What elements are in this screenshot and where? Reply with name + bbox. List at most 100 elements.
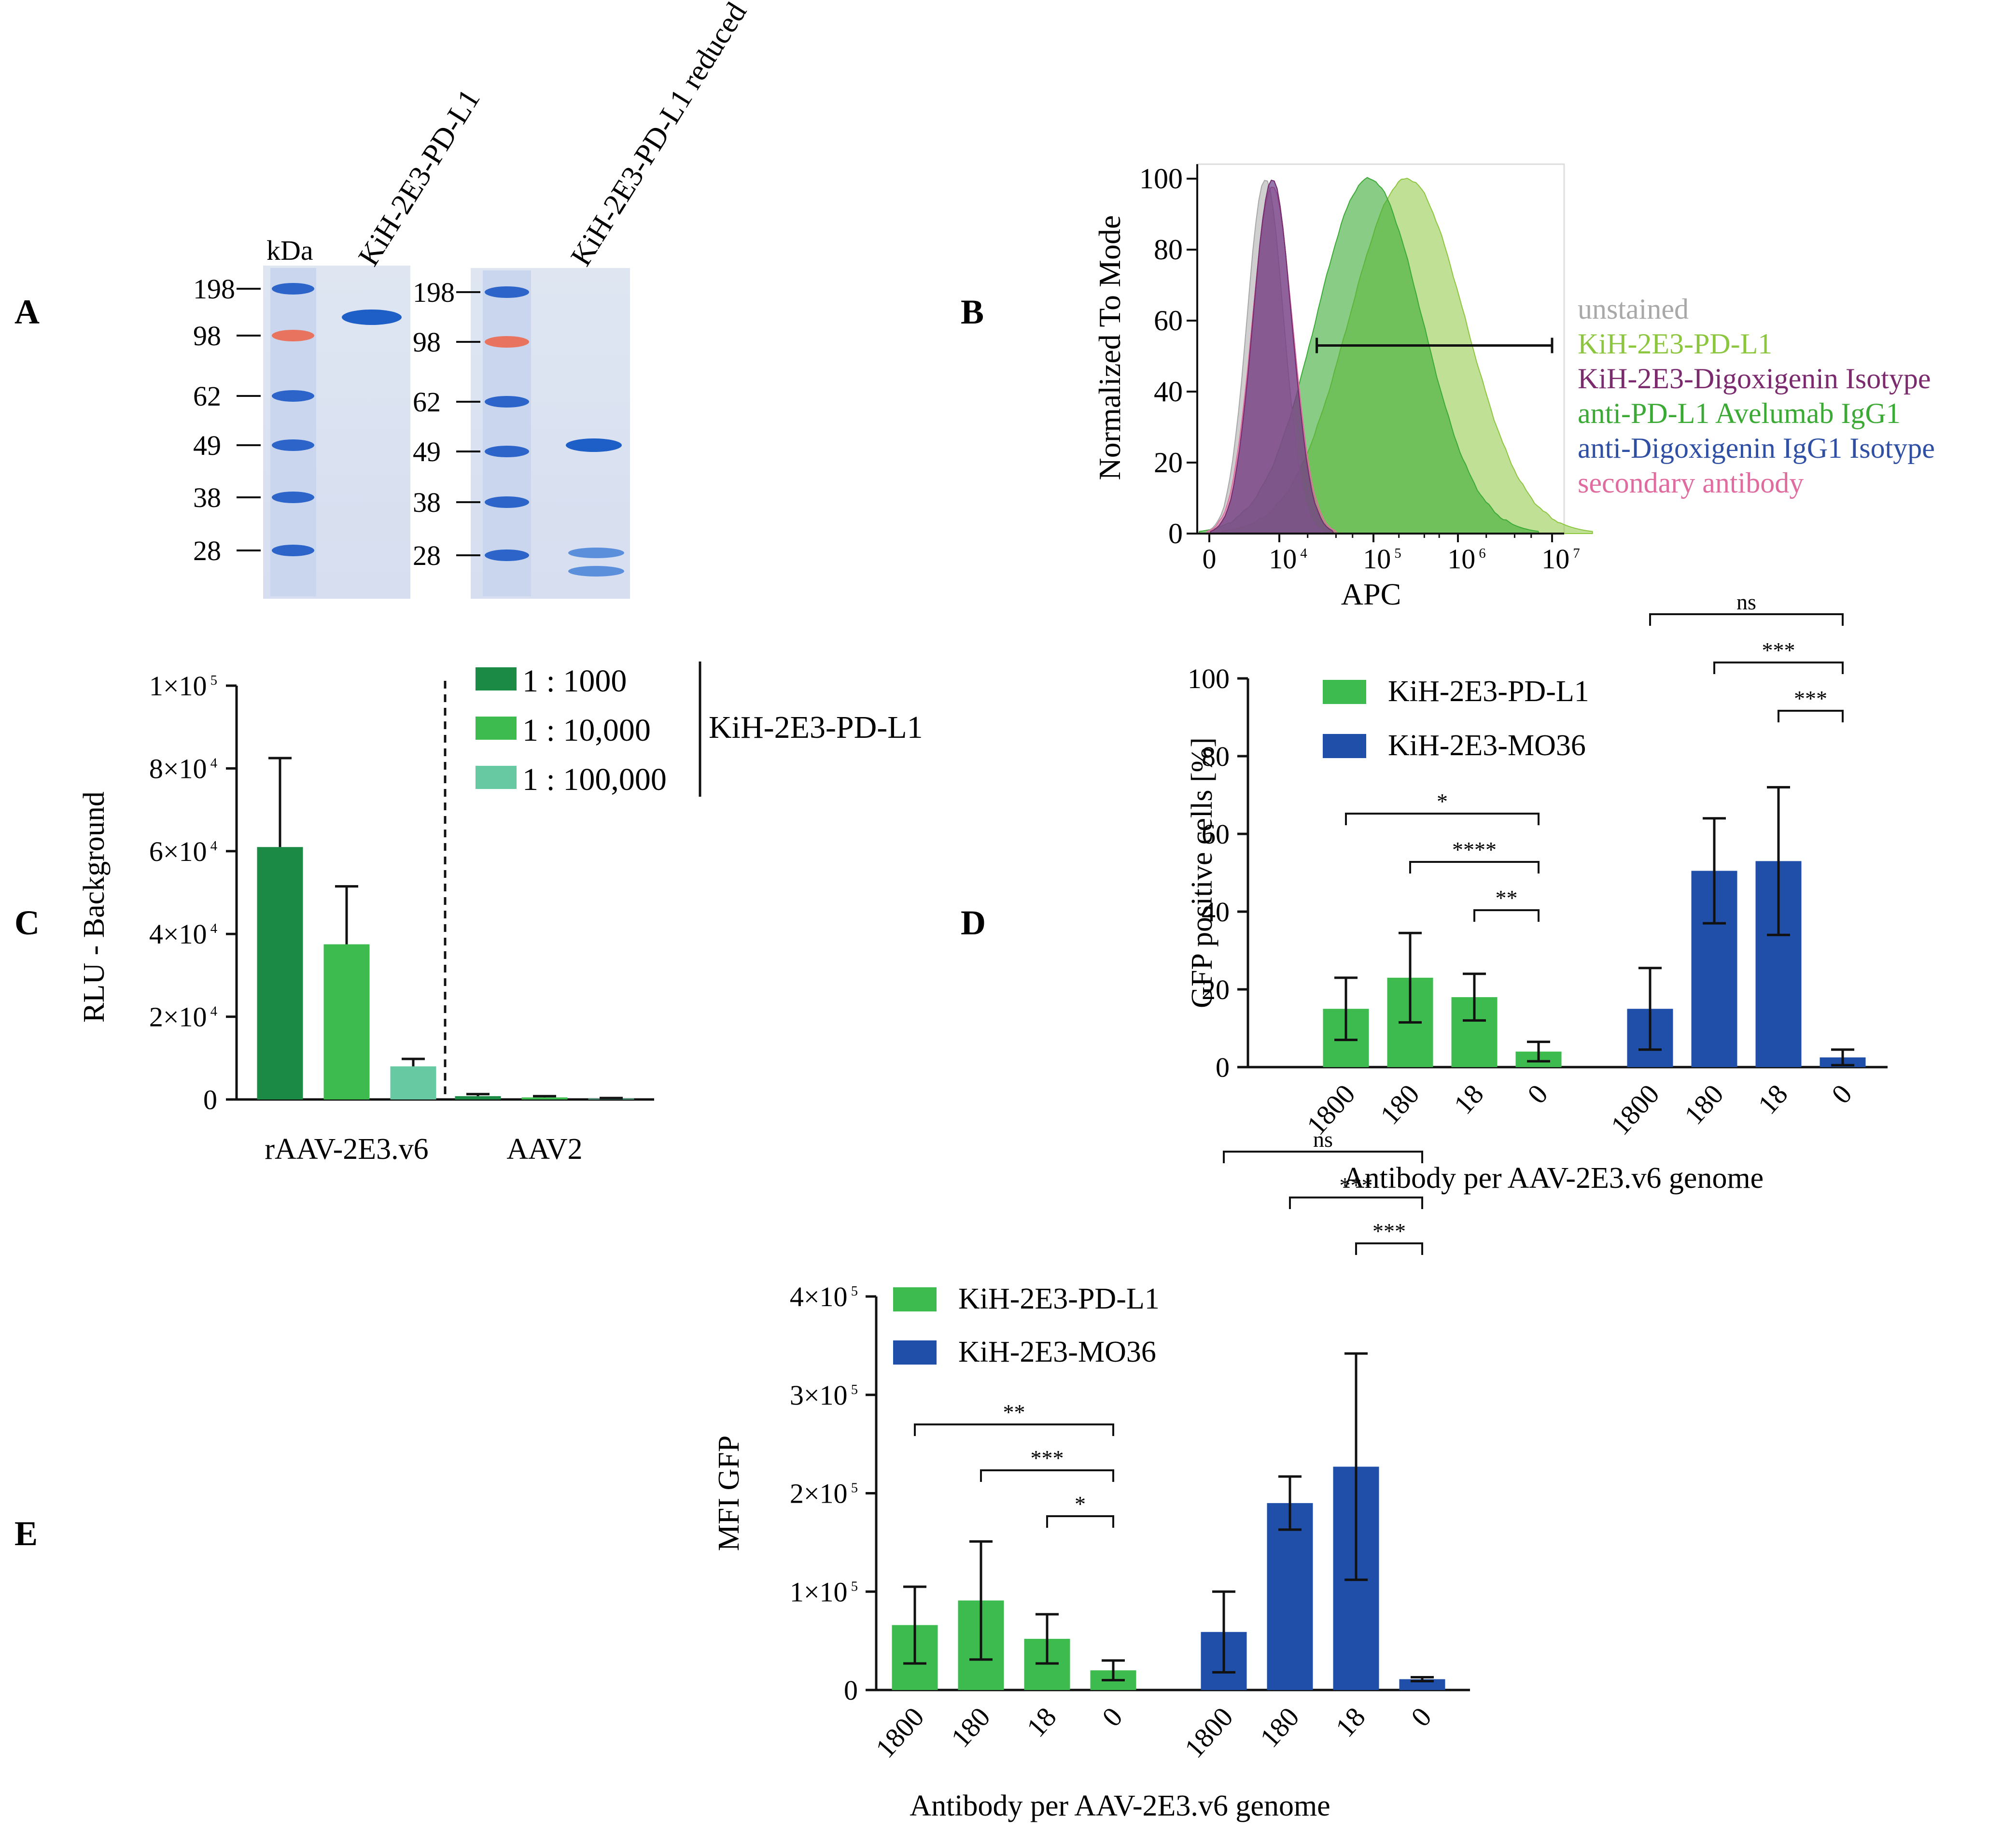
significance-label: ** bbox=[1003, 1400, 1025, 1424]
histogram-x-tick-label-base: 10 bbox=[1269, 543, 1297, 575]
y-tick-label-exp: 4 bbox=[207, 1004, 217, 1019]
y-tick-label-base: 0 bbox=[203, 1084, 217, 1115]
y-tick-label: 2×10 5 bbox=[790, 1478, 858, 1509]
bar bbox=[257, 847, 303, 1099]
gel-1-ladder-band bbox=[272, 330, 314, 341]
y-tick-label-base: 40 bbox=[1202, 896, 1230, 928]
y-tick-label: 6×10 4 bbox=[149, 836, 217, 867]
histogram-gate bbox=[1316, 338, 1554, 353]
y-tick-label-exp: 4 bbox=[207, 921, 217, 936]
significance-label: *** bbox=[1340, 1173, 1373, 1197]
y-tick-label-base: 4×10 bbox=[149, 918, 207, 950]
gel-2-marker-lane bbox=[483, 270, 531, 596]
y-tick-label: 60 bbox=[1202, 818, 1230, 850]
gel-1-ladder-band bbox=[272, 439, 314, 451]
y-tick-label-exp: 4 bbox=[207, 839, 217, 854]
legend-label: 1 : 10,000 bbox=[522, 713, 651, 748]
histogram-curve bbox=[1210, 180, 1335, 534]
gel-1-band bbox=[342, 310, 402, 325]
gel-2-ladder-band bbox=[485, 446, 529, 457]
significance-label: ns bbox=[1313, 1127, 1333, 1152]
panel-letter-b: B bbox=[961, 293, 984, 331]
category-label: AAV2 bbox=[506, 1133, 582, 1166]
gel-1-marker-label: 38 bbox=[193, 482, 221, 513]
gel-2-ladder-band bbox=[485, 286, 529, 298]
gel-2-marker-label: 49 bbox=[413, 436, 441, 467]
significance-label: * bbox=[1437, 789, 1448, 814]
gel-2-ladder-band bbox=[485, 549, 529, 561]
legend-label: 1 : 1000 bbox=[522, 663, 627, 699]
y-axis-label: GFP positive cells [%] bbox=[1186, 737, 1218, 1008]
gel-2-marker-label: 198 bbox=[413, 277, 455, 308]
legend-swatch bbox=[476, 667, 517, 690]
histogram-x-tick-label-base: 0 bbox=[1203, 543, 1217, 575]
y-tick-label-exp: 5 bbox=[848, 1284, 858, 1299]
gel-1-ladder-band bbox=[272, 283, 314, 295]
histogram-x-tick-label: 0 bbox=[1203, 543, 1217, 575]
gel-2-ladder-band bbox=[485, 496, 529, 508]
legend-swatch bbox=[1323, 680, 1366, 704]
significance-bracket bbox=[914, 1423, 1114, 1436]
panel-letter-d: D bbox=[961, 903, 986, 942]
y-tick-label-exp: 5 bbox=[848, 1579, 858, 1594]
histogram-y-ticks: 0 20 40 60 80 100 bbox=[1139, 163, 1197, 549]
histogram-x-tick-label-base: 10 bbox=[1447, 543, 1475, 575]
histogram-x-tick-label-base: 10 bbox=[1541, 543, 1569, 575]
y-tick-label-base: 6×10 bbox=[149, 836, 207, 867]
category-label: 0 bbox=[1096, 1701, 1129, 1732]
significance-label: ** bbox=[1496, 886, 1518, 910]
gel-1-ladder-band bbox=[272, 492, 314, 503]
histogram-x-ticks: 0 10 4 10 5 10 6 10 7 bbox=[1203, 534, 1580, 575]
y-tick-label-base: 1×10 bbox=[149, 670, 207, 702]
gel-2-marker-label: 38 bbox=[413, 487, 441, 518]
category-label: 0 bbox=[1521, 1078, 1554, 1110]
y-tick-label-base: 2×10 bbox=[790, 1478, 848, 1509]
category-label: 1800 bbox=[1178, 1701, 1239, 1764]
histogram-legend-label: anti-PD-L1 Avelumab IgG1 bbox=[1578, 397, 1901, 429]
significance-label: *** bbox=[1372, 1219, 1406, 1243]
histogram-y-tick-label: 0 bbox=[1168, 518, 1183, 549]
y-tick-label: 0 bbox=[203, 1084, 217, 1115]
gel-2-ladder-band bbox=[485, 336, 529, 348]
histogram-legend-label: KiH-2E3-PD-L1 bbox=[1578, 328, 1772, 360]
category-label: 18 bbox=[1021, 1701, 1063, 1743]
y-tick-label: 20 bbox=[1202, 974, 1230, 1005]
gel-1-marker-label: 28 bbox=[193, 535, 221, 566]
legend-swatch bbox=[476, 717, 517, 740]
category-label: 180 bbox=[1678, 1078, 1730, 1130]
y-axis-label: RLU - Background bbox=[78, 791, 111, 1023]
bar bbox=[1267, 1503, 1313, 1690]
gel-2-band-heavy bbox=[566, 438, 622, 452]
gel-1-marker-label: 98 bbox=[193, 320, 221, 352]
histogram-y-tick-label: 60 bbox=[1154, 305, 1183, 337]
category-label: 18 bbox=[1752, 1078, 1794, 1120]
x-axis-label: Antibody per AAV-2E3.v6 genome bbox=[910, 1789, 1330, 1822]
gel-1-ladder-band bbox=[272, 545, 314, 556]
gel-2-marker-label: 28 bbox=[413, 540, 441, 571]
significance-label: *** bbox=[1794, 686, 1827, 711]
panel-c-chart: 02×10 44×10 46×10 48×10 41×10 5rAAV-2E3.… bbox=[78, 662, 923, 1166]
y-tick-label: 80 bbox=[1202, 741, 1230, 772]
bar bbox=[521, 1097, 568, 1099]
histogram-x-tick-label: 10 4 bbox=[1269, 543, 1307, 575]
y-tick-label-base: 100 bbox=[1188, 663, 1230, 694]
y-tick-label-base: 0 bbox=[844, 1675, 858, 1706]
histogram-y-tick-label: 100 bbox=[1139, 163, 1183, 195]
y-tick-label: 4×10 4 bbox=[149, 918, 217, 950]
category-label: 180 bbox=[1374, 1078, 1426, 1130]
gel-1-lane-label: KiH-2E3-PD-L1 bbox=[352, 84, 486, 271]
gel-1-marker-label: 198 bbox=[193, 273, 235, 305]
y-tick-label: 1×10 5 bbox=[790, 1576, 858, 1607]
significance-label: ns bbox=[1736, 590, 1756, 614]
gel-2-band-light-1 bbox=[568, 548, 624, 558]
y-tick-label: 2×10 4 bbox=[149, 1001, 217, 1033]
histogram-x-tick-label: 10 6 bbox=[1447, 543, 1485, 575]
panel-letter-a: A bbox=[14, 293, 40, 331]
histogram-x-tick-label-base: 10 bbox=[1363, 543, 1391, 575]
legend-label: 1 : 100,000 bbox=[522, 762, 667, 797]
y-tick-label: 4×10 5 bbox=[790, 1281, 858, 1312]
significance-bracket bbox=[1345, 813, 1540, 825]
category-label: 18 bbox=[1448, 1078, 1490, 1120]
histogram-x-tick-label: 10 7 bbox=[1541, 543, 1580, 575]
